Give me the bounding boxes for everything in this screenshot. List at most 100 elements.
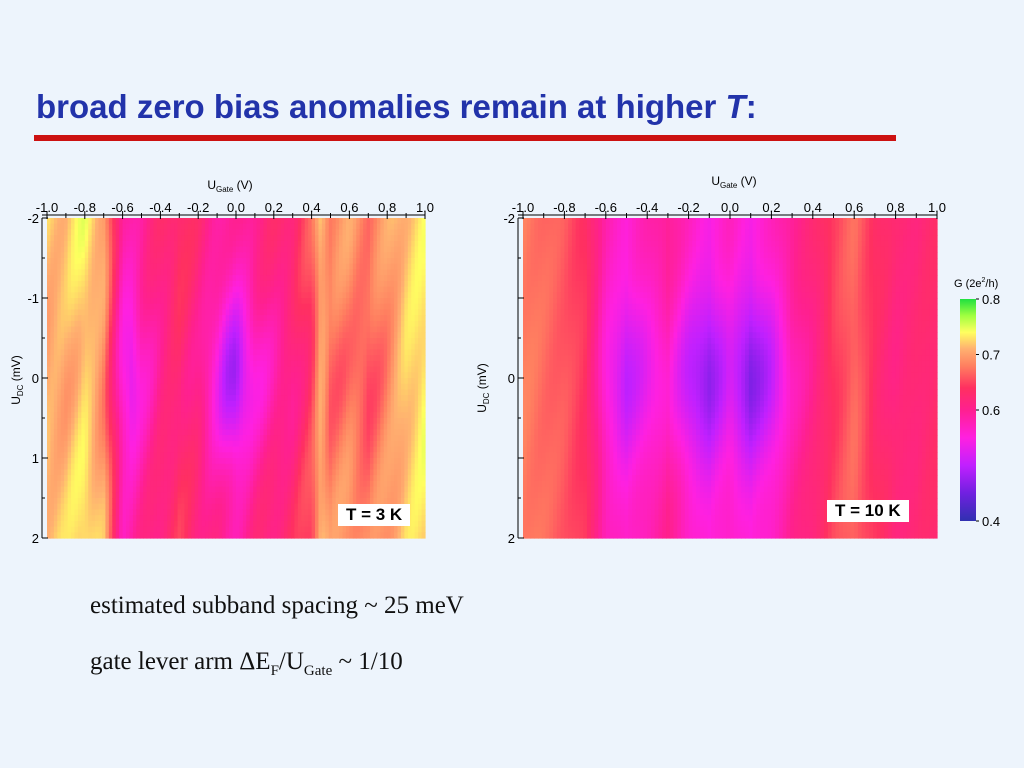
heatmap-cell	[119, 526, 124, 533]
heatmap-cell	[136, 343, 141, 351]
heatmap-cell	[311, 332, 316, 339]
heatmap-cell	[332, 218, 337, 225]
heatmap-cell	[153, 509, 158, 516]
heatmap-cell	[311, 269, 316, 276]
heatmap-cell	[132, 366, 137, 373]
heatmap-cell	[129, 275, 134, 282]
heatmap-cell	[349, 429, 354, 436]
heatmap-cell	[77, 303, 82, 311]
heatmap-cell	[108, 383, 113, 391]
heatmap-cell	[67, 332, 72, 339]
heatmap-cell	[146, 435, 151, 442]
heatmap-cell	[153, 366, 158, 373]
heatmap-cell	[297, 223, 302, 231]
heatmap-cell	[249, 360, 254, 368]
heatmap-cell	[328, 486, 333, 493]
heatmap-cell	[126, 503, 131, 511]
heatmap-cell	[153, 338, 158, 345]
heatmap-cell	[74, 252, 79, 259]
heatmap-cell	[345, 320, 350, 328]
heatmap-cell	[315, 406, 320, 413]
heatmap-cell	[297, 435, 302, 442]
heatmap-cell	[177, 338, 182, 345]
heatmap-cell	[71, 246, 76, 253]
heatmap-cell	[53, 235, 58, 242]
heatmap-cell	[239, 258, 244, 265]
heatmap-cell	[119, 309, 124, 316]
heatmap-cell	[225, 309, 230, 316]
heatmap-cell	[318, 429, 323, 436]
heatmap-cell	[225, 280, 230, 288]
heatmap-cell	[184, 240, 189, 248]
heatmap-cell	[105, 332, 110, 339]
heatmap-cell	[101, 515, 107, 522]
heatmap-cell	[174, 355, 179, 362]
heatmap-cell	[256, 520, 261, 528]
heatmap-cell	[225, 469, 230, 476]
heatmap-cell	[50, 458, 55, 465]
heatmap-cell	[98, 280, 103, 288]
heatmap-cell	[95, 360, 100, 368]
heatmap-cell	[156, 440, 161, 448]
heatmap-cell	[84, 360, 89, 368]
heatmap-cell	[47, 492, 52, 499]
heatmap-cell	[229, 286, 234, 293]
heatmap-cell	[98, 446, 103, 453]
heatmap-cell	[280, 498, 285, 505]
heatmap-cell	[315, 309, 320, 316]
heatmap-cell	[122, 263, 127, 271]
heatmap-cell	[349, 475, 354, 482]
heatmap-cell	[191, 298, 196, 305]
heatmap-cell	[263, 332, 268, 339]
heatmap-cell	[136, 378, 141, 385]
heatmap-cell	[287, 280, 292, 288]
heatmap-cell	[242, 475, 247, 482]
heatmap-cell	[53, 309, 58, 316]
heatmap-cell	[294, 515, 299, 522]
heatmap-cell	[270, 332, 275, 339]
heatmap-cell	[177, 332, 182, 339]
heatmap-cell	[132, 389, 137, 396]
heatmap-cell	[242, 258, 247, 265]
heatmap-cell	[71, 360, 76, 368]
heatmap-cell	[249, 452, 254, 459]
heatmap-cell	[184, 395, 189, 402]
heatmap-cell	[345, 338, 350, 345]
heatmap-cell	[64, 463, 69, 471]
heatmap-cell	[321, 446, 326, 453]
heatmap-cell	[198, 526, 203, 533]
heatmap-cell	[139, 520, 144, 528]
heatmap-cell	[47, 320, 52, 328]
heatmap-cell	[332, 503, 337, 511]
heatmap-cell	[239, 429, 244, 436]
heatmap-cell	[98, 235, 103, 242]
heatmap-cell	[345, 418, 350, 425]
heatmap-cell	[277, 240, 282, 248]
heatmap-cell	[308, 360, 313, 368]
heatmap-cell	[266, 475, 271, 482]
heatmap-cell	[287, 235, 292, 242]
heatmap-cell	[218, 520, 223, 528]
heatmap-cell	[174, 400, 179, 408]
heatmap-cell	[242, 446, 247, 453]
heatmap-cell	[198, 452, 203, 459]
heatmap-cell	[115, 246, 120, 253]
heatmap-cell	[266, 326, 271, 333]
heatmap-cell	[129, 298, 134, 305]
heatmap-cell	[328, 218, 333, 225]
heatmap-cell	[242, 418, 247, 425]
heatmap-cell	[98, 480, 103, 488]
heatmap-cell	[294, 315, 299, 322]
heatmap-cell	[181, 446, 186, 453]
heatmap-cell	[71, 338, 76, 345]
heatmap-cell	[211, 332, 216, 339]
heatmap-cell	[304, 526, 309, 533]
heatmap-cell	[81, 498, 86, 505]
heatmap-cell	[112, 326, 117, 333]
heatmap-cell	[222, 235, 227, 242]
heatmap-cell	[119, 498, 124, 505]
heatmap-cell	[297, 320, 302, 328]
heatmap-cell	[74, 223, 79, 231]
heatmap-cell	[129, 463, 134, 471]
heatmap-cell	[47, 223, 52, 231]
